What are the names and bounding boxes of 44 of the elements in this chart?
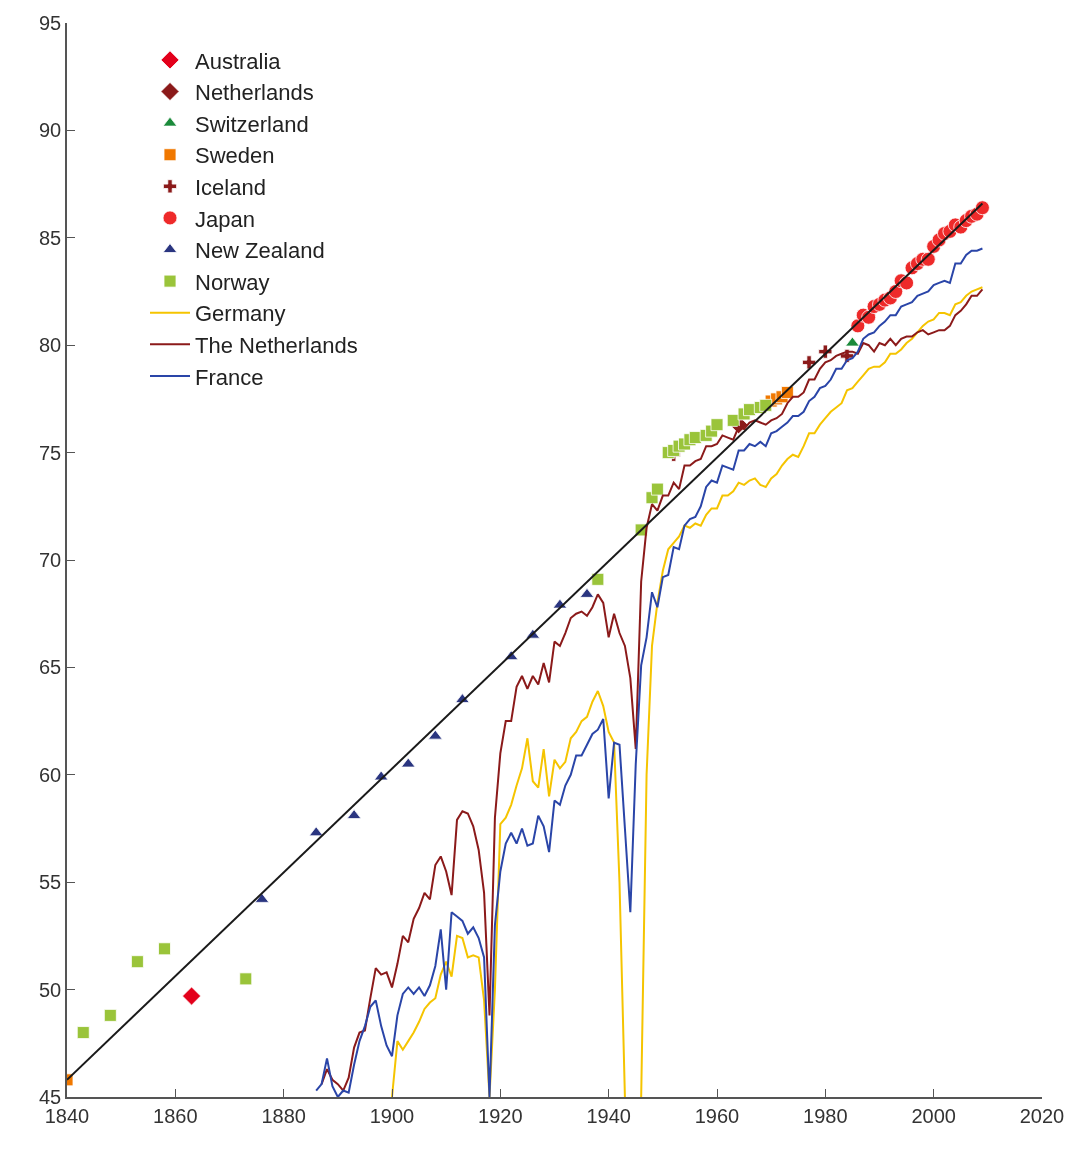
- point: [158, 942, 171, 956]
- point: [710, 418, 724, 432]
- legend-label: Sweden: [195, 143, 275, 169]
- legend-label: Switzerland: [195, 111, 309, 137]
- y-tick-label: 75: [39, 441, 62, 464]
- y-tick-label: 95: [39, 12, 62, 34]
- legend-label: Iceland: [195, 174, 266, 200]
- point: [845, 336, 860, 347]
- point: [428, 729, 443, 740]
- point: [131, 955, 144, 969]
- x-tick-label: 2000: [911, 1104, 956, 1127]
- point: [76, 1026, 90, 1039]
- point: [802, 355, 817, 370]
- point: [182, 986, 202, 1006]
- x-tick-label: 2020: [1019, 1104, 1065, 1127]
- x-tick-label: 1920: [478, 1104, 523, 1127]
- y-tick-label: 65: [39, 656, 62, 679]
- point: [726, 413, 740, 427]
- point: [591, 572, 605, 586]
- point: [651, 482, 664, 496]
- point: [103, 1008, 117, 1022]
- legend-label: New Zealand: [195, 238, 325, 264]
- y-tick-label: 50: [39, 978, 62, 1001]
- legend-label: Australia: [195, 48, 282, 74]
- legend-label: The Netherlands: [195, 332, 358, 358]
- legend-label: Norway: [195, 269, 270, 295]
- x-tick-label: 1960: [694, 1104, 740, 1127]
- y-tick-label: 70: [39, 549, 62, 571]
- x-tick-label: 1980: [803, 1104, 848, 1127]
- point: [239, 972, 253, 986]
- x-tick-label: 1860: [153, 1104, 198, 1127]
- legend-label: France: [195, 364, 264, 390]
- legend-label: Netherlands: [195, 80, 314, 106]
- x-tick-label: 1900: [369, 1104, 415, 1127]
- point: [688, 431, 702, 444]
- y-tick-label: 60: [39, 763, 62, 786]
- legend-label: Germany: [195, 301, 286, 327]
- x-tick-label: 1940: [586, 1104, 631, 1127]
- x-tick-label: 1880: [261, 1104, 306, 1127]
- y-tick-label: 85: [39, 226, 62, 249]
- legend-label: Japan: [195, 206, 255, 232]
- y-tick-label: 90: [39, 119, 62, 142]
- y-tick-label: 55: [39, 871, 62, 894]
- y-tick-label: 80: [39, 334, 62, 357]
